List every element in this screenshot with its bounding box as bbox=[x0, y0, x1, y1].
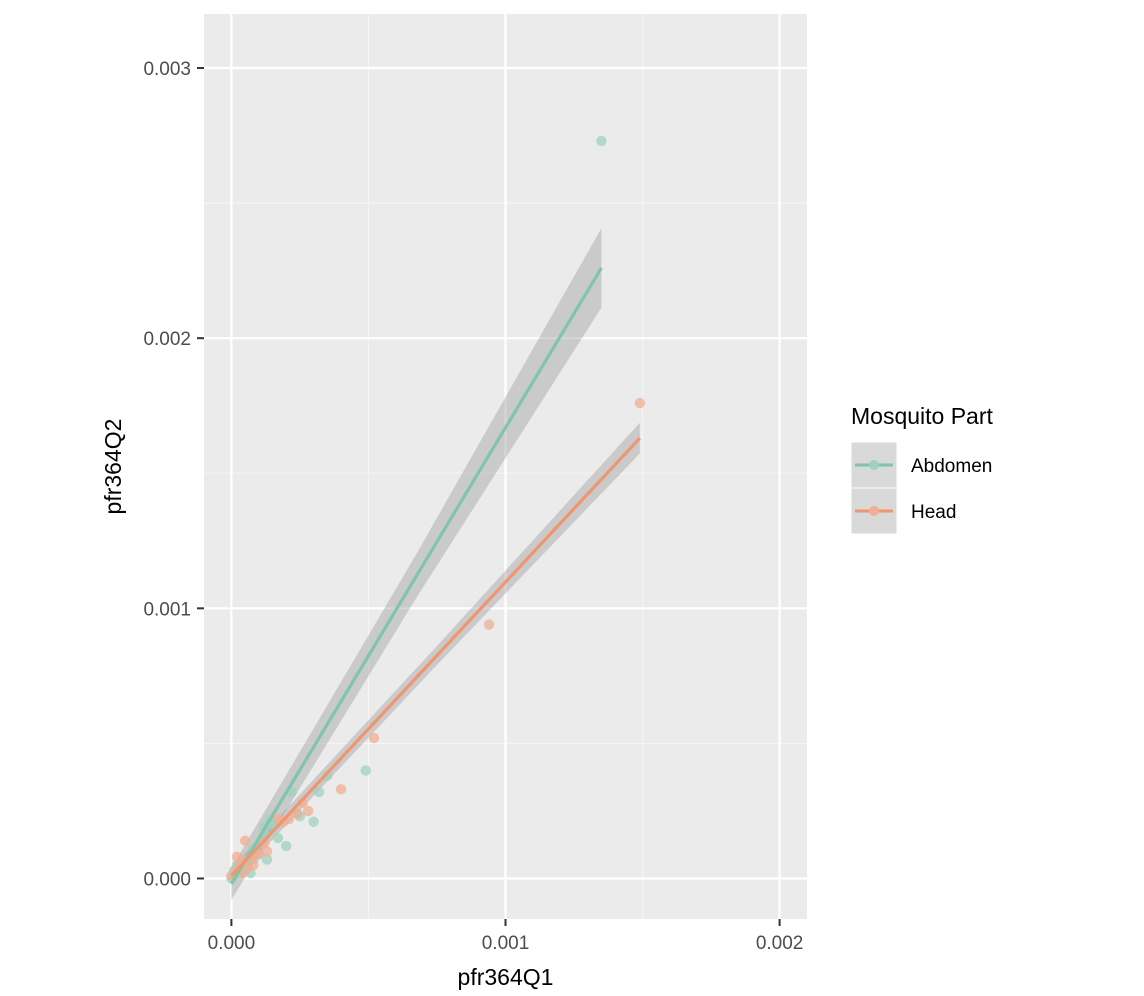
data-point-abdomen bbox=[261, 854, 273, 865]
data-point-head bbox=[368, 732, 380, 744]
legend-label-head: Head bbox=[911, 502, 956, 523]
data-point-abdomen bbox=[308, 816, 319, 827]
y-tick-label: 0.001 bbox=[143, 599, 191, 620]
legend-title: Mosquito Part bbox=[851, 403, 994, 429]
data-point-abdomen bbox=[313, 786, 325, 798]
data-point-abdomen bbox=[272, 832, 284, 844]
x-tick-label: 0.001 bbox=[482, 933, 530, 954]
data-point-head bbox=[261, 846, 273, 857]
data-point-head bbox=[239, 835, 251, 846]
major-gridlines bbox=[204, 14, 807, 919]
legend-label-abdomen: Abdomen bbox=[911, 456, 992, 477]
data-point-abdomen bbox=[596, 135, 607, 147]
data-point-head bbox=[302, 805, 314, 817]
y-tick-label: 0.000 bbox=[143, 869, 191, 890]
data-point-head bbox=[335, 784, 347, 795]
fit-line-abdomen bbox=[230, 267, 603, 885]
y-axis-title: pfr364Q2 bbox=[100, 419, 126, 515]
x-axis: 0.000 0.001 0.002 bbox=[208, 919, 804, 954]
legend-item-head: Head bbox=[850, 487, 956, 535]
data-point-head bbox=[259, 838, 270, 849]
fit-line-head bbox=[230, 437, 641, 877]
legend: Mosquito Part Abdomen Head bbox=[850, 403, 994, 535]
fit-lines bbox=[230, 267, 641, 885]
x-tick-label: 0.000 bbox=[208, 933, 256, 954]
data-point-abdomen bbox=[322, 770, 333, 782]
y-tick-label: 0.003 bbox=[143, 59, 191, 80]
data-point-head bbox=[291, 808, 303, 819]
data-point-head bbox=[483, 619, 495, 630]
legend-item-abdomen: Abdomen bbox=[850, 441, 992, 489]
x-tick-label: 0.002 bbox=[756, 933, 804, 954]
data-point-head bbox=[248, 859, 259, 871]
data-point-abdomen bbox=[281, 840, 292, 852]
legend-point-head bbox=[869, 506, 879, 516]
data-point-head bbox=[634, 397, 646, 409]
y-axis: 0.000 0.001 0.002 0.003 bbox=[143, 59, 204, 890]
legend-point-abdomen bbox=[869, 460, 879, 470]
data-point-head bbox=[253, 848, 265, 860]
x-axis-title: pfr364Q1 bbox=[458, 964, 554, 990]
y-tick-label: 0.002 bbox=[143, 329, 191, 350]
data-point-abdomen bbox=[360, 765, 371, 776]
